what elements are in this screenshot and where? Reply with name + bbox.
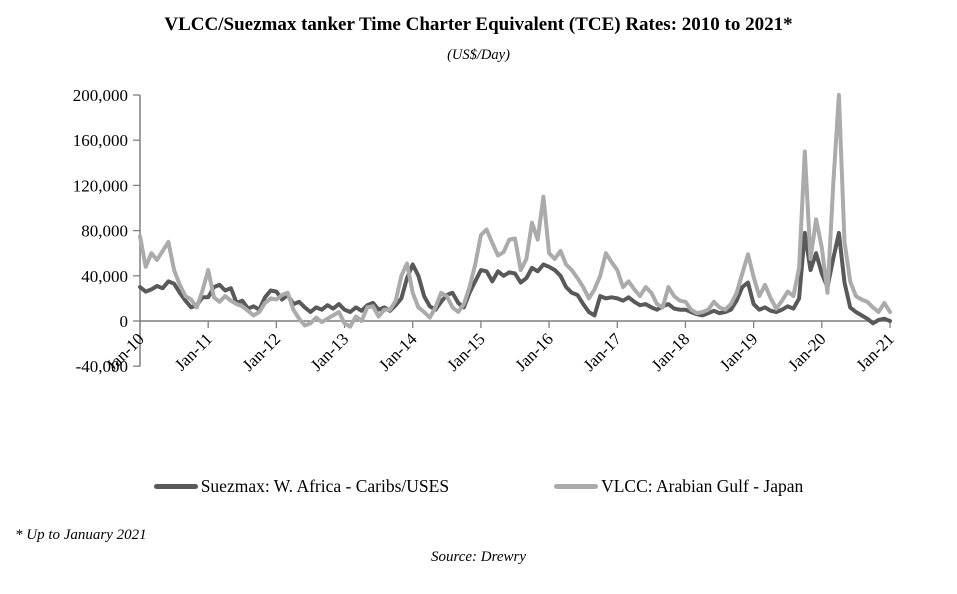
legend-item-vlcc: VLCC: Arabian Gulf - Japan [554,476,803,497]
chart-subtitle: (US$/Day) [447,47,510,63]
legend-item-suezmax: Suezmax: W. Africa - Caribs/USES [153,476,450,497]
legend-label-vlcc: VLCC: Arabian Gulf - Japan [601,476,804,496]
x-tick-labels: Jan-10 Jan-11 Jan-12 Jan-13 Jan-14 Jan-15 Jan-… [102,329,897,375]
chart-footnote: * Up to January 2021 [15,527,147,543]
svg-text:40,000: 40,000 [81,267,128,286]
svg-text:0: 0 [120,312,129,331]
svg-text:Jan-13: Jan-13 [307,329,352,374]
vlcc-line-swatch [554,484,599,489]
svg-text:120,000: 120,000 [73,176,128,195]
svg-text:Jan-18: Jan-18 [648,329,693,374]
legend-label-suezmax: Suezmax: W. Africa - Caribs/USES [200,476,450,496]
svg-text:Jan-11: Jan-11 [171,329,216,374]
svg-text:Jan-12: Jan-12 [239,329,284,374]
svg-text:80,000: 80,000 [81,222,128,241]
chart-title: VLCC/Suezmax tanker Time Charter Equival… [164,14,793,35]
svg-text:Jan-14: Jan-14 [375,329,421,375]
svg-text:Jan-21: Jan-21 [852,329,897,374]
svg-text:Jan-19: Jan-19 [716,329,761,374]
svg-text:Jan-16: Jan-16 [511,329,556,374]
chart-legend: Suezmax: W. Africa - Caribs/USES VLCC: A… [0,476,957,497]
svg-text:Jan-15: Jan-15 [443,329,488,374]
y-axis [133,94,141,367]
y-tick-labels: 200,000 160,000 120,000 80,000 40,000 0 -40,00… [73,86,128,376]
x-axis [140,320,891,328]
series-line-suezmax [138,230,892,326]
tce-rates-chart: 200,000 160,000 120,000 80,000 40,000 0 -40,00… [73,86,898,376]
svg-text:200,000: 200,000 [73,86,128,105]
chart-source: Source: Drewry [430,549,527,565]
svg-text:-40,000: -40,000 [76,357,128,376]
svg-text:160,000: 160,000 [73,131,128,150]
svg-text:Jan-20: Jan-20 [784,329,829,374]
series-line-vlcc [138,93,892,329]
suezmax-line-swatch [153,484,198,489]
svg-text:Jan-17: Jan-17 [580,329,626,375]
